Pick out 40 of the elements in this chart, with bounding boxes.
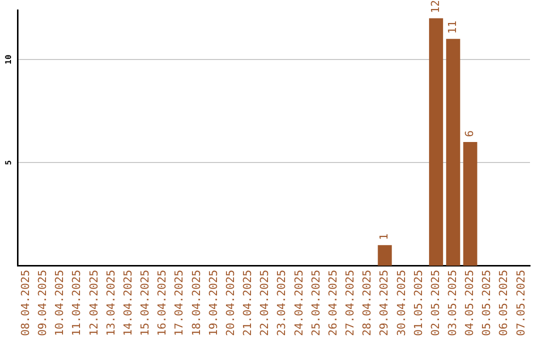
y-tick-label: 10 xyxy=(4,54,13,64)
x-tick-label: 08.04.2025 xyxy=(19,270,32,336)
x-tick-label: 23.04.2025 xyxy=(275,270,288,336)
bar xyxy=(463,142,478,266)
x-tick-label: 30.04.2025 xyxy=(394,270,408,336)
x-tick-label: 25.04.2025 xyxy=(309,270,322,336)
x-tick-label: 04.05.2025 xyxy=(463,270,476,336)
x-tick-label: 29.04.2025 xyxy=(378,270,391,336)
data-label: 1 xyxy=(378,234,391,240)
data-label: 11 xyxy=(446,20,459,34)
x-tick-label: 27.04.2025 xyxy=(344,270,357,336)
x-tick-label: 17.04.2025 xyxy=(172,270,186,336)
x-tick-label: 26.04.2025 xyxy=(326,270,340,336)
x-tick-label: 07.05.2025 xyxy=(514,270,528,336)
y-tick-label: 5 xyxy=(4,160,13,166)
x-tick-label: 03.05.2025 xyxy=(446,270,459,336)
x-tick-label: 21.04.2025 xyxy=(241,270,254,336)
x-tick-label: 10.04.2025 xyxy=(53,270,66,336)
x-tick-label: 28.04.2025 xyxy=(360,270,374,336)
x-tick-label: 02.05.2025 xyxy=(428,270,442,336)
x-tick-label: 09.04.2025 xyxy=(36,270,50,336)
x-tick-label: 01.05.2025 xyxy=(412,270,425,336)
x-tick-label: 05.05.2025 xyxy=(480,270,494,336)
x-tick-label: 20.04.2025 xyxy=(224,270,237,336)
bar xyxy=(429,18,444,266)
x-tick-label: 13.04.2025 xyxy=(104,270,118,336)
x-tick-label: 19.04.2025 xyxy=(206,270,220,336)
x-tick-label: 14.04.2025 xyxy=(121,270,134,336)
x-tick-label: 11.04.2025 xyxy=(70,270,84,336)
x-tick-label: 24.04.2025 xyxy=(292,270,306,336)
data-label: 6 xyxy=(463,130,476,138)
x-tick-label: 18.04.2025 xyxy=(190,270,203,336)
x-tick-label: 12.04.2025 xyxy=(87,270,100,336)
bar xyxy=(378,245,392,266)
x-tick-label: 22.04.2025 xyxy=(258,270,272,336)
x-tick-label: 16.04.2025 xyxy=(156,270,169,336)
bar xyxy=(446,38,460,266)
x-tick-label: 15.04.2025 xyxy=(138,270,152,336)
x-tick-label: 06.05.2025 xyxy=(497,270,510,336)
data-label: 12 xyxy=(428,0,442,14)
